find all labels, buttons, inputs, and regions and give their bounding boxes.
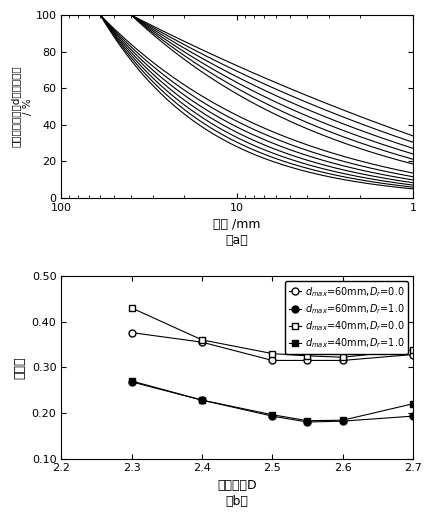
X-axis label: 粒径 /mm: 粒径 /mm — [213, 218, 261, 231]
$d_{max}$=60mm,$D_r$=1.0 — [305, 419, 310, 425]
$d_{max}$=40mm,$D_r$=1.0 — [340, 417, 345, 424]
$d_{max}$=60mm,$D_r$=0.0 — [340, 357, 345, 363]
$d_{max}$=40mm,$D_r$=0.0 — [410, 347, 416, 353]
$d_{max}$=40mm,$D_r$=1.0 — [305, 418, 310, 424]
Legend: $d_{max}$=60mm,$D_r$=0.0, $d_{max}$=60mm,$D_r$=1.0, $d_{max}$=40mm,$D_r$=0.0, $d: $d_{max}$=60mm,$D_r$=0.0, $d_{max}$=60mm… — [285, 281, 408, 354]
$d_{max}$=40mm,$D_r$=0.0 — [129, 305, 134, 311]
$d_{max}$=60mm,$D_r$=0.0 — [270, 357, 275, 363]
$d_{max}$=40mm,$D_r$=0.0 — [270, 350, 275, 357]
$d_{max}$=60mm,$D_r$=0.0 — [129, 330, 134, 336]
Y-axis label: 孔隙率: 孔隙率 — [13, 356, 26, 378]
$d_{max}$=40mm,$D_r$=0.0 — [199, 337, 204, 343]
$d_{max}$=40mm,$D_r$=0.0 — [305, 353, 310, 359]
$d_{max}$=40mm,$D_r$=0.0 — [340, 354, 345, 360]
Line: $d_{max}$=60mm,$D_r$=1.0: $d_{max}$=60mm,$D_r$=1.0 — [128, 378, 417, 426]
$d_{max}$=40mm,$D_r$=1.0 — [199, 397, 204, 403]
Line: $d_{max}$=40mm,$D_r$=1.0: $d_{max}$=40mm,$D_r$=1.0 — [128, 377, 417, 424]
$d_{max}$=60mm,$D_r$=1.0 — [270, 413, 275, 419]
Line: $d_{max}$=60mm,$D_r$=0.0: $d_{max}$=60mm,$D_r$=0.0 — [128, 329, 417, 364]
$d_{max}$=60mm,$D_r$=1.0 — [129, 379, 134, 385]
$d_{max}$=60mm,$D_r$=0.0 — [199, 339, 204, 345]
$d_{max}$=40mm,$D_r$=1.0 — [129, 378, 134, 384]
$d_{max}$=60mm,$D_r$=0.0 — [305, 357, 310, 363]
Text: （a）: （a） — [226, 234, 249, 247]
Y-axis label: 小于某筛孔直径d的质量分数
/ %: 小于某筛孔直径d的质量分数 / % — [11, 65, 33, 147]
$d_{max}$=60mm,$D_r$=1.0 — [340, 418, 345, 424]
Text: （b）: （b） — [226, 495, 249, 508]
$d_{max}$=60mm,$D_r$=0.0 — [410, 351, 416, 358]
$d_{max}$=60mm,$D_r$=1.0 — [199, 397, 204, 403]
$d_{max}$=60mm,$D_r$=1.0 — [410, 413, 416, 419]
$d_{max}$=40mm,$D_r$=1.0 — [410, 401, 416, 407]
$d_{max}$=40mm,$D_r$=1.0 — [270, 412, 275, 418]
Line: $d_{max}$=40mm,$D_r$=0.0: $d_{max}$=40mm,$D_r$=0.0 — [128, 305, 417, 361]
X-axis label: 分形维数D: 分形维数D — [217, 479, 257, 492]
